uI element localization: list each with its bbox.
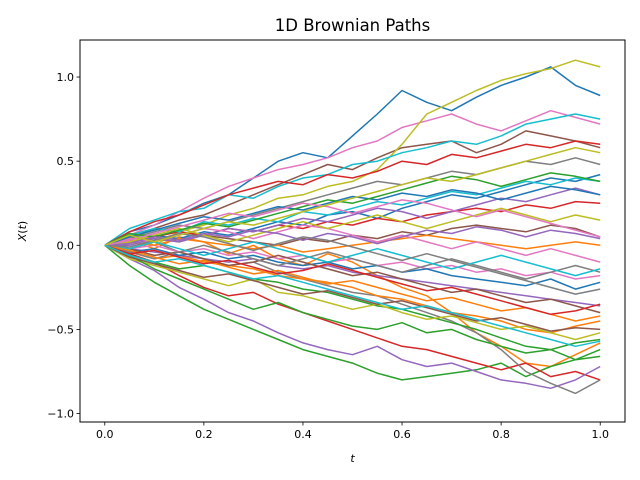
series-line-31 (104, 185, 601, 247)
series-line-7 (104, 109, 601, 246)
series-line-24 (104, 140, 601, 246)
x-axis-label: t (350, 452, 355, 465)
series-line-3 (104, 244, 601, 381)
y-axis-label-open-paren: ( (16, 229, 29, 233)
x-tick-label: 0.6 (393, 428, 411, 441)
series-line-4 (104, 244, 601, 381)
plot-frame (79, 39, 626, 423)
series-line-36 (104, 244, 601, 332)
series-line-19 (104, 244, 601, 341)
chart-title: 1D Brownian Paths (275, 16, 430, 35)
series-line-26 (104, 244, 601, 314)
series-line-5 (104, 244, 601, 390)
x-tick-label: 0.0 (96, 428, 114, 441)
series-line-11 (104, 173, 601, 247)
x-axis-ticks: 0.0 0.2 0.4 0.6 0.8 1.0 (96, 422, 609, 441)
x-tick-label: 1.0 (591, 428, 609, 441)
series-line-39 (104, 146, 601, 246)
series-line-23 (104, 244, 601, 361)
x-tick-label: 0.8 (492, 428, 510, 441)
series-line-37 (104, 199, 601, 247)
y-axis-label-arg: t (16, 224, 29, 229)
x-tick-label: 0.2 (195, 428, 213, 441)
series-line-28 (104, 244, 601, 280)
y-axis-ticks: −1.0 −0.5 0.0 0.5 1.0 (47, 71, 80, 421)
y-tick-label: 0.0 (57, 239, 75, 252)
series-line-32 (104, 244, 601, 322)
y-tick-label: −0.5 (47, 323, 74, 336)
y-tick-label: 1.0 (57, 71, 75, 84)
x-tick-label: 0.4 (294, 428, 312, 441)
series-layer (104, 59, 601, 395)
series-line-10 (104, 113, 601, 246)
y-axis-label-base: X (16, 233, 29, 242)
series-line-29 (104, 207, 601, 247)
series-line-30 (104, 241, 601, 277)
series-line-25 (104, 187, 601, 247)
series-line-6 (104, 130, 601, 247)
y-axis-label: X(t) (16, 221, 29, 242)
series-line-15 (104, 244, 601, 307)
series-line-13 (104, 244, 601, 351)
series-line-38 (104, 232, 601, 295)
series-line-34 (104, 244, 601, 316)
series-line-9 (104, 59, 601, 247)
y-axis-label-close-paren: ) (16, 221, 29, 225)
y-tick-label: 0.5 (57, 155, 75, 168)
series-line-35 (104, 226, 601, 247)
series-line-40 (104, 244, 601, 348)
y-tick-label: −1.0 (47, 408, 74, 421)
series-line-33 (104, 172, 601, 246)
